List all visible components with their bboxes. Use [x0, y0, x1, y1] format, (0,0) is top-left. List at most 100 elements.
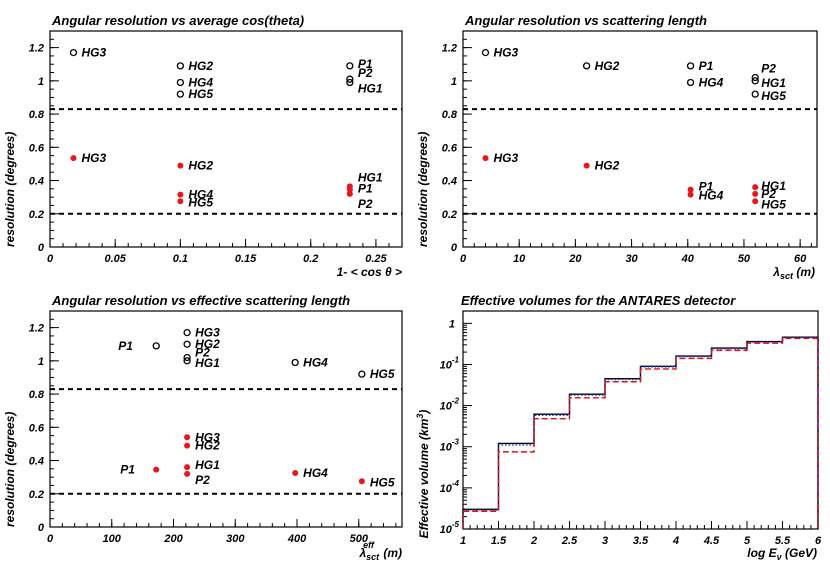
x-tick-label: 30	[625, 253, 638, 265]
filled-marker-hg5	[177, 198, 184, 205]
open-marker-hg1	[346, 78, 354, 87]
open-marker-hg1	[183, 357, 191, 365]
y-tick-label: 0.2	[442, 209, 457, 221]
point-label-hg5: HG5	[188, 195, 213, 209]
point-label-p1: P1	[358, 182, 373, 196]
point-label-hg2: HG2	[595, 59, 620, 73]
x-tick-label: 1	[460, 535, 466, 547]
x-tick-label: 6	[815, 535, 822, 547]
x-tick-label: 0.1	[173, 253, 188, 265]
point-label-hg3: HG3	[81, 151, 106, 165]
point-label-hg3: HG3	[195, 430, 220, 444]
x-tick-label: 3	[602, 535, 608, 547]
point-label-p2: P2	[761, 62, 776, 76]
y-axis-label: Effective volume (km3)	[415, 410, 431, 539]
x-tick-label: 300	[226, 533, 245, 545]
x-tick-label: 0.15	[235, 253, 257, 265]
x-tick-label: 0	[47, 533, 54, 545]
point-label-hg1: HG1	[195, 458, 220, 472]
open-marker-hg1	[751, 77, 759, 85]
point-label-hg5: HG5	[188, 87, 213, 101]
open-marker-p2	[183, 353, 191, 362]
filled-marker-hg4	[292, 470, 299, 476]
filled-marker-p2	[184, 470, 191, 477]
x-tick-label: 4.5	[703, 535, 720, 547]
y-tick-label: 1.2	[29, 323, 44, 335]
y-tick-label: 10-2	[440, 397, 460, 413]
open-marker-hg5	[358, 370, 366, 378]
point-label-hg2: HG2	[188, 159, 213, 173]
y-tick-label: 0	[451, 242, 458, 254]
filled-marker-p1	[346, 186, 353, 193]
y-tick-label: 10-5	[440, 520, 460, 536]
panel-title: Angular resolution vs average cos(theta)	[51, 13, 304, 28]
series-blue	[462, 336, 819, 529]
point-label-p2: P2	[761, 187, 776, 201]
filled-marker-hg2	[583, 162, 590, 169]
panel-angular-vs-scattering: Angular resolution vs scattering length …	[416, 13, 818, 281]
x-tick-label: 500	[350, 533, 369, 545]
panel-angular-vs-eff-scattering: Angular resolution vs effective scatteri…	[3, 293, 403, 562]
point-label-hg5: HG5	[370, 367, 395, 381]
open-marker-hg3	[481, 48, 490, 57]
filled-marker-hg4	[177, 191, 184, 198]
y-tick-label: 0.8	[29, 109, 45, 121]
x-tick-label: 60	[794, 253, 807, 265]
panel-title: Effective volumes for the ANTARES detect…	[461, 293, 736, 308]
panel-title: Angular resolution vs scattering length	[464, 13, 707, 28]
point-label-hg1: HG1	[358, 82, 383, 96]
y-tick-label: 10-1	[440, 355, 460, 371]
series-red	[462, 337, 819, 529]
point-label-hg4: HG4	[303, 356, 328, 370]
x-tick-label: 0.05	[104, 253, 126, 265]
open-marker-p1	[346, 62, 354, 70]
y-tick-label: 10-4	[440, 479, 460, 495]
open-marker-hg3	[183, 328, 191, 337]
filled-marker-p1	[153, 466, 160, 473]
point-label-hg1: HG1	[761, 179, 786, 193]
open-marker-hg2	[176, 62, 185, 70]
y-tick-label: 0.2	[29, 209, 44, 221]
x-tick-label: 0.25	[365, 253, 387, 265]
point-label-p1: P1	[118, 339, 133, 353]
y-tick-label: 0	[38, 522, 45, 534]
filled-marker-p2	[346, 190, 353, 197]
point-label-hg1: HG1	[761, 76, 786, 90]
y-tick-label: 0.8	[29, 389, 45, 401]
x-tick-label: 4	[672, 535, 679, 547]
y-tick-label: 0.8	[442, 109, 458, 121]
x-tick-label: 5	[744, 535, 751, 547]
point-label-p1: P1	[120, 463, 135, 477]
filled-marker-hg1	[184, 464, 191, 471]
x-tick-label: 40	[681, 253, 695, 265]
open-marker-hg5	[751, 90, 759, 98]
x-tick-label: 0	[460, 253, 467, 265]
point-label-p2: P2	[195, 346, 210, 360]
x-tick-label: 400	[287, 533, 307, 545]
filled-marker-hg5	[752, 198, 759, 205]
point-label-hg4: HG4	[699, 76, 724, 90]
point-label-p2: P2	[358, 197, 373, 211]
y-tick-label: 1.2	[29, 43, 44, 55]
panel-effective-volumes: Effective volumes for the ANTARES detect…	[415, 293, 822, 562]
x-tick-label: 2.5	[561, 535, 578, 547]
y-tick-label: 0.4	[29, 456, 44, 468]
filled-marker-hg2	[177, 162, 184, 169]
point-label-p1: P1	[699, 180, 714, 194]
open-marker-hg5	[176, 90, 185, 98]
open-marker-hg4	[686, 78, 695, 87]
filled-marker-hg3	[70, 155, 77, 162]
filled-marker-hg2	[184, 442, 191, 449]
point-label-p1: P1	[699, 59, 714, 73]
filled-marker-p2	[752, 190, 759, 197]
x-tick-label: 2	[530, 535, 537, 547]
point-label-p2: P2	[195, 473, 210, 487]
x-axis-label: log Eν (GeV)	[747, 546, 817, 562]
point-label-hg2: HG2	[188, 59, 213, 73]
filled-marker-hg1	[752, 184, 759, 191]
x-tick-label: 0.2	[303, 253, 318, 265]
open-marker-hg2	[183, 340, 191, 348]
y-tick-label: 1	[451, 76, 457, 88]
filled-marker-hg3	[482, 155, 489, 162]
